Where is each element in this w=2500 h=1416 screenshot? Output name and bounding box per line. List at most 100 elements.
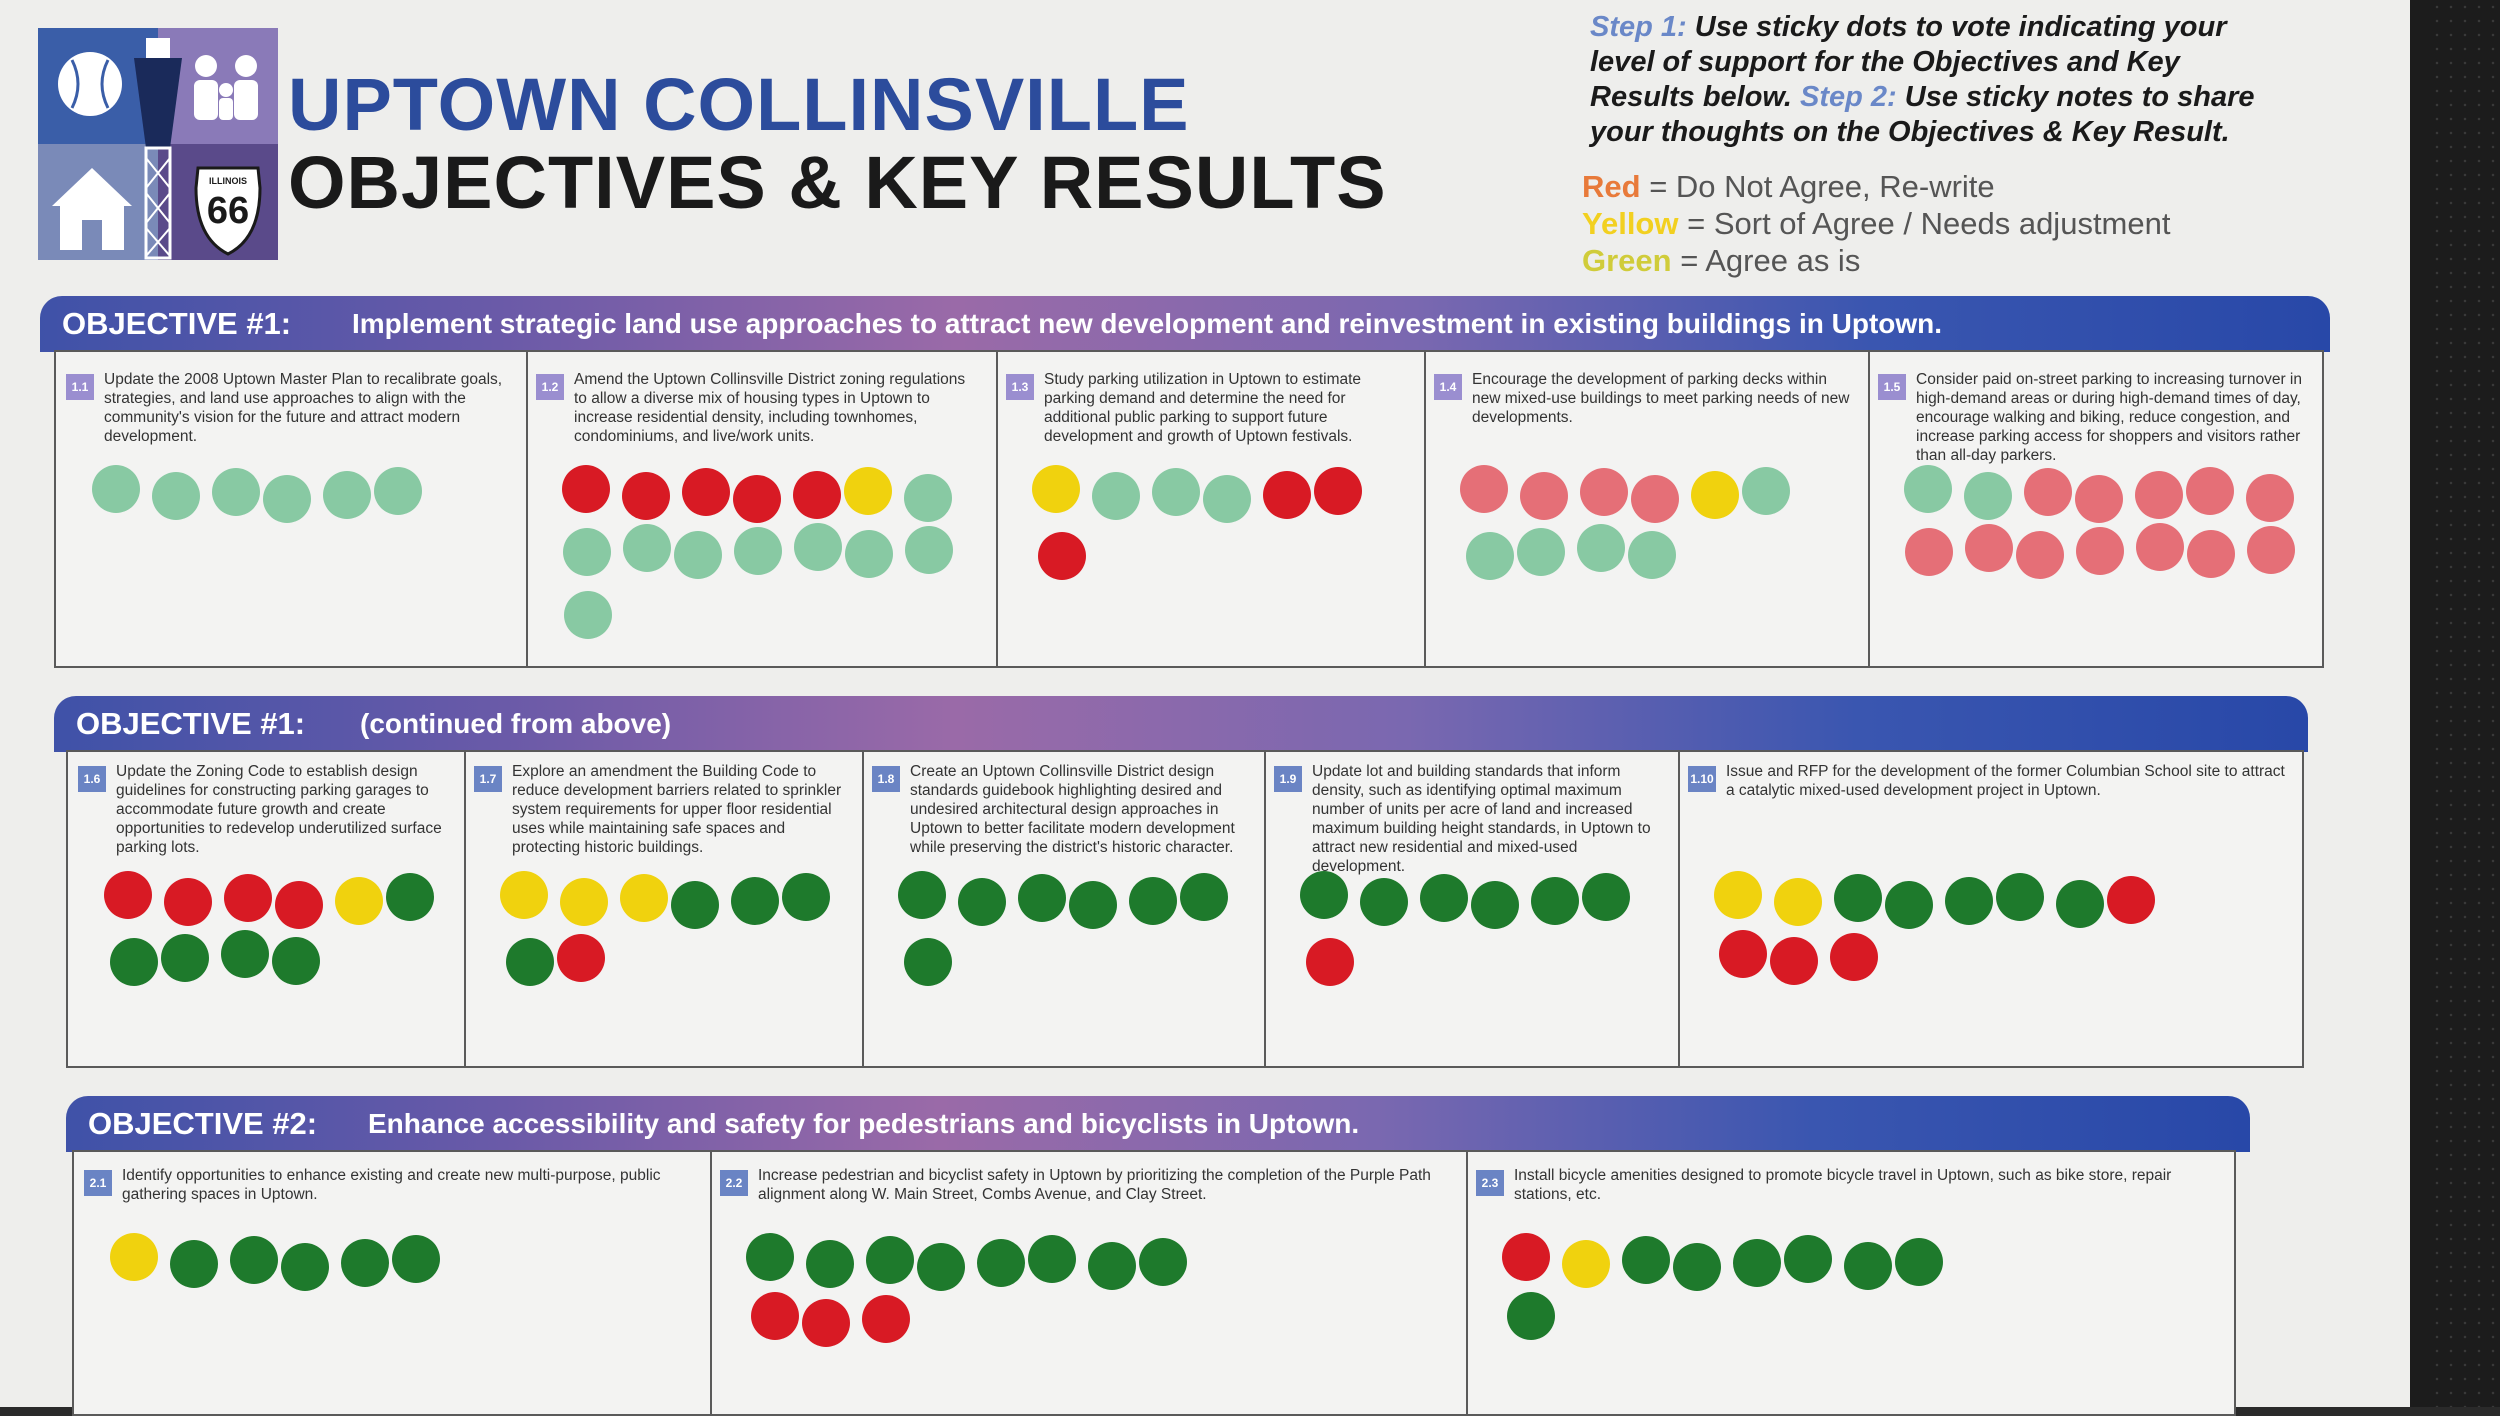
vote-dot-red [733,475,781,523]
vote-dot-green [845,530,893,578]
vote-dot-yellow [110,1233,158,1281]
vote-dot-green [674,531,722,579]
vote-dot-green [1471,881,1519,929]
vote-dot-red [862,1295,910,1343]
key-result-text: Update the Zoning Code to establish desi… [116,763,442,856]
vote-dot-green [152,472,200,520]
vote-dot-red [2187,530,2235,578]
key-result-cell: 2.1 Identify opportunities to enhance exi… [74,1152,712,1414]
key-result-cell: 1.1 Update the 2008 Uptown Master Plan to… [56,352,528,666]
key-result-cell: 1.6 Update the Zoning Code to establish d… [68,752,466,1066]
key-result-text: Update lot and building standards that i… [1312,763,1651,875]
vote-dot-green [564,591,612,639]
vote-dot-red [1502,1233,1550,1281]
key-result-cell: 1.9 Update lot and building standards tha… [1264,752,1680,1066]
vote-dot-green [917,1243,965,1291]
vote-dot-green [1742,467,1790,515]
vote-dot-red [2246,474,2294,522]
vote-dot-red [751,1292,799,1340]
vote-dot-green [272,937,320,985]
key-result-text: Explore an amendment the Building Code t… [512,763,842,856]
objective-header: OBJECTIVE #1: Implement strategic land us… [40,296,2330,352]
vote-dot-red [2076,527,2124,575]
vote-dot-green [281,1243,329,1291]
vote-dot-red [164,878,212,926]
vote-dot-green [1507,1292,1555,1340]
vote-dot-red [1306,938,1354,986]
vote-dot-green [1018,874,1066,922]
key-result-number: 1.7 [474,766,502,792]
key-result-number: 2.2 [720,1170,748,1196]
vote-dot-red [1905,528,1953,576]
vote-dot-red [104,871,152,919]
vote-dot-green [1203,475,1251,523]
vote-dot-green [1300,871,1348,919]
vote-dot-yellow [560,878,608,926]
key-result-cell: 2.2 Increase pedestrian and bicyclist saf… [710,1152,1468,1414]
vote-dot-red [224,874,272,922]
vote-dot-red [562,465,610,513]
vote-dot-yellow [335,877,383,925]
route-66-shield-icon [194,166,262,256]
vote-dot-green [1885,881,1933,929]
family-icon [194,55,258,120]
vote-dot-red [1038,532,1086,580]
vote-dot-red [1830,933,1878,981]
vote-dot-red [2247,526,2295,574]
vote-dot-red [682,468,730,516]
vote-dot-red [1719,930,1767,978]
vote-dot-green [794,523,842,571]
vote-dot-green [1996,873,2044,921]
step2-label: Step 2: [1800,81,1897,113]
vote-dot-green [1784,1235,1832,1283]
vote-dot-green [1180,873,1228,921]
vote-dot-red [1631,475,1679,523]
vote-dot-green [671,881,719,929]
vote-dot-green [1139,1238,1187,1286]
vote-dot-yellow [844,467,892,515]
vote-dot-green [1622,1236,1670,1284]
legend-yellow-text: = Sort of Agree / Needs adjustment [1687,206,2171,241]
vote-dot-green [1895,1238,1943,1286]
vote-dot-green [1945,877,1993,925]
vote-dot-red [1770,937,1818,985]
vote-dot-green [1904,465,1952,513]
vote-dot-red [1580,468,1628,516]
baseball-icon [58,52,122,116]
vote-dot-green [866,1236,914,1284]
key-result-text: Issue and RFP for the development of the… [1726,763,2285,799]
vote-dot-green [212,468,260,516]
vote-dot-yellow [620,874,668,922]
key-result-number: 1.5 [1878,374,1906,400]
key-result-number: 2.3 [1476,1170,1504,1196]
key-result-cell: 1.3 Study parking utilization in Uptown t… [996,352,1426,666]
key-result-cell: 1.5 Consider paid on-street parking to in… [1868,352,2322,666]
vote-dot-green [263,475,311,523]
vote-dot-green [341,1239,389,1287]
objective-label: OBJECTIVE #2: [88,1106,318,1141]
vote-dot-green [1577,524,1625,572]
vote-dot-green [392,1235,440,1283]
objective-header: OBJECTIVE #2: Enhance accessibility and s… [66,1096,2250,1152]
vote-dot-yellow [1774,878,1822,926]
vote-dot-green [782,873,830,921]
vote-dot-green [1420,874,1468,922]
legend-red: Red = Do Not Agree, Re-write [1582,168,2170,205]
legend-green: Green = Agree as is [1582,242,2170,279]
vote-dot-green [1834,874,1882,922]
key-result-text: Encourage the development of parking dec… [1472,371,1850,426]
vote-dot-green [734,527,782,575]
key-result-cell: 1.2 Amend the Uptown Collinsville Distric… [526,352,998,666]
logo-badge-route: 66 [206,190,250,232]
key-results-row: 1.6 Update the Zoning Code to establish d… [66,750,2304,1068]
vote-dot-red [1314,467,1362,515]
objective-title: (continued from above) [360,708,672,739]
vote-dot-green [904,474,952,522]
vote-dot-green [1360,878,1408,926]
objective-title: Implement strategic land use approaches … [352,308,1943,339]
vote-dot-red [622,472,670,520]
vote-dot-green [1673,1243,1721,1291]
vote-dot-green [1582,873,1630,921]
vote-dot-red [2135,471,2183,519]
legend-yellow: Yellow = Sort of Agree / Needs adjustmen… [1582,205,2170,242]
